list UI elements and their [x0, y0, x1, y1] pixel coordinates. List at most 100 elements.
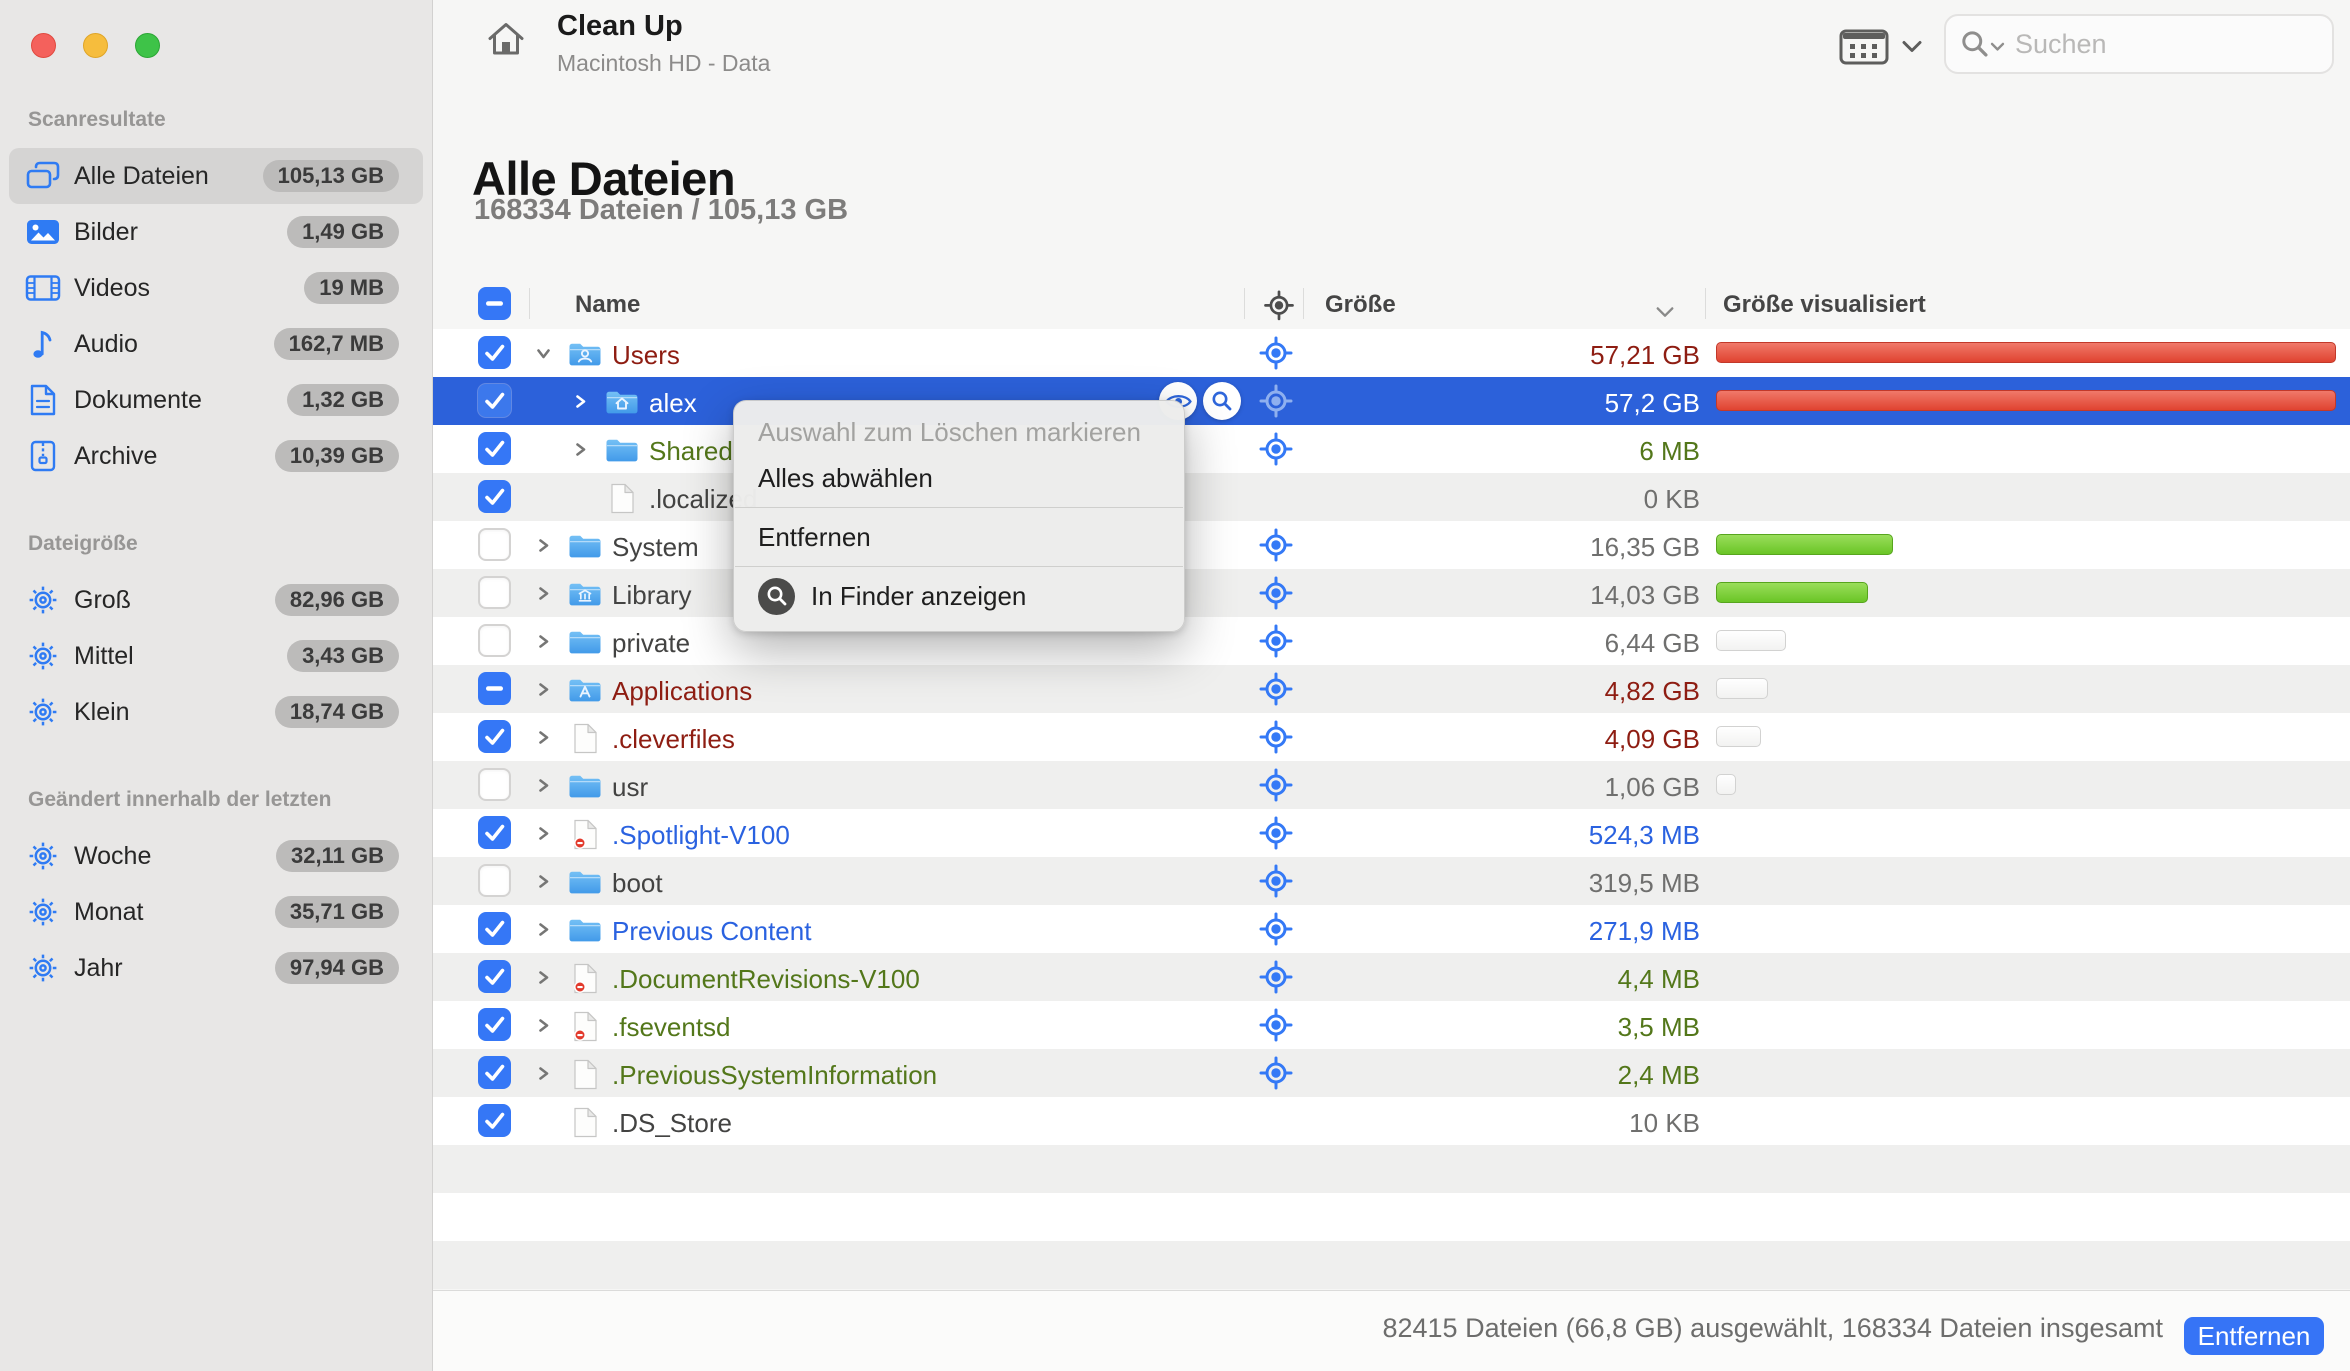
- table-row-shared[interactable]: Shared 6 MB: [433, 425, 2350, 473]
- expand-chevron-icon[interactable]: [535, 1017, 552, 1034]
- close-button[interactable]: [31, 33, 56, 58]
- row-checkbox[interactable]: [478, 1104, 511, 1137]
- sidebar-item-bilder[interactable]: Bilder 1,49 GB: [9, 204, 423, 260]
- menu-item-alles-abwählen[interactable]: Alles abwählen: [734, 455, 1184, 501]
- expand-chevron-icon[interactable]: [535, 777, 552, 794]
- locate-icon[interactable]: [1259, 720, 1293, 754]
- table-row-documentrevisions-v100[interactable]: .DocumentRevisions-V100 4,4 MB: [433, 953, 2350, 1001]
- table-row-library[interactable]: Library 14,03 GB: [433, 569, 2350, 617]
- row-checkbox[interactable]: [478, 576, 511, 609]
- table-row-ds-store[interactable]: .DS_Store 10 KB: [433, 1097, 2350, 1145]
- expand-chevron-icon[interactable]: [535, 345, 552, 362]
- table-row-previous-content[interactable]: Previous Content 271,9 MB: [433, 905, 2350, 953]
- table-row-previoussysteminformation[interactable]: .PreviousSystemInformation 2,4 MB: [433, 1049, 2350, 1097]
- column-header-size[interactable]: Größe: [1325, 291, 1396, 318]
- sidebar-item-groß[interactable]: Groß 82,96 GB: [9, 572, 423, 628]
- sidebar-item-alle-dateien[interactable]: Alle Dateien 105,13 GB: [9, 148, 423, 204]
- expand-chevron-icon[interactable]: [535, 681, 552, 698]
- table-row-spotlight-v100[interactable]: .Spotlight-V100 524,3 MB: [433, 809, 2350, 857]
- expand-chevron-icon[interactable]: [535, 825, 552, 842]
- table-row-system[interactable]: System 16,35 GB: [433, 521, 2350, 569]
- row-checkbox[interactable]: [478, 1008, 511, 1041]
- sidebar-item-mittel[interactable]: Mittel 3,43 GB: [9, 628, 423, 684]
- sort-chevron-icon[interactable]: [1655, 298, 1675, 326]
- row-checkbox[interactable]: [478, 384, 511, 417]
- expand-chevron-icon[interactable]: [535, 873, 552, 890]
- table-row-localized[interactable]: .localized 0 KB: [433, 473, 2350, 521]
- column-header-size-visualized[interactable]: Größe visualisiert: [1723, 291, 1926, 318]
- sidebar-item-videos[interactable]: Videos 19 MB: [9, 260, 423, 316]
- file-icon: [573, 723, 598, 754]
- locate-icon[interactable]: [1259, 864, 1293, 898]
- locate-icon[interactable]: [1259, 960, 1293, 994]
- locate-icon[interactable]: [1259, 624, 1293, 658]
- file-name: .fseventsd: [612, 1012, 731, 1042]
- size-bar: [1716, 774, 1736, 795]
- table-row-fseventsd[interactable]: .fseventsd 3,5 MB: [433, 1001, 2350, 1049]
- sidebar-item-audio[interactable]: Audio 162,7 MB: [9, 316, 423, 372]
- file-size: 524,3 MB: [1588, 820, 1700, 850]
- zoom-button[interactable]: [135, 33, 160, 58]
- locate-icon[interactable]: [1259, 1008, 1293, 1042]
- table-row-usr[interactable]: usr 1,06 GB: [433, 761, 2350, 809]
- expand-chevron-icon[interactable]: [535, 633, 552, 650]
- table-row-cleverfiles[interactable]: .cleverfiles 4,09 GB: [433, 713, 2350, 761]
- row-checkbox[interactable]: [478, 864, 511, 897]
- locate-icon[interactable]: [1259, 432, 1293, 466]
- locate-icon[interactable]: [1259, 336, 1293, 370]
- sidebar-item-dokumente[interactable]: Dokumente 1,32 GB: [9, 372, 423, 428]
- locate-icon[interactable]: [1259, 384, 1293, 418]
- row-checkbox[interactable]: [478, 1056, 511, 1089]
- table-row-alex[interactable]: alex 57,2 GB: [433, 377, 2350, 425]
- expand-chevron-icon[interactable]: [572, 441, 589, 458]
- row-checkbox[interactable]: [478, 960, 511, 993]
- row-checkbox[interactable]: [478, 624, 511, 657]
- locate-icon[interactable]: [1259, 768, 1293, 802]
- locate-column-header-icon[interactable]: [1264, 290, 1295, 327]
- expand-chevron-icon[interactable]: [535, 537, 552, 554]
- table-row-applications[interactable]: Applications 4,82 GB: [433, 665, 2350, 713]
- locate-icon[interactable]: [1259, 672, 1293, 706]
- select-all-checkbox[interactable]: [478, 287, 511, 320]
- expand-chevron-icon[interactable]: [535, 1065, 552, 1082]
- minimize-button[interactable]: [83, 33, 108, 58]
- table-row-private[interactable]: private 6,44 GB: [433, 617, 2350, 665]
- home-icon[interactable]: [483, 16, 529, 67]
- expand-chevron-icon[interactable]: [572, 393, 589, 410]
- column-header-name[interactable]: Name: [575, 291, 641, 318]
- sidebar-item-archive[interactable]: Archive 10,39 GB: [9, 428, 423, 484]
- sidebar-item-monat[interactable]: Monat 35,71 GB: [9, 884, 423, 940]
- row-checkbox[interactable]: [478, 336, 511, 369]
- locate-icon[interactable]: [1259, 1056, 1293, 1090]
- row-checkbox[interactable]: [478, 768, 511, 801]
- row-checkbox[interactable]: [478, 480, 511, 513]
- row-checkbox[interactable]: [478, 720, 511, 753]
- locate-icon[interactable]: [1259, 912, 1293, 946]
- row-checkbox[interactable]: [478, 432, 511, 465]
- sidebar-item-woche[interactable]: Woche 32,11 GB: [9, 828, 423, 884]
- menu-item-entfernen[interactable]: Entfernen: [734, 514, 1184, 560]
- remove-button[interactable]: Entfernen: [2184, 1317, 2324, 1355]
- chevron-down-icon: [1901, 40, 1923, 54]
- sidebar-item-jahr[interactable]: Jahr 97,94 GB: [9, 940, 423, 996]
- table-row-boot[interactable]: boot 319,5 MB: [433, 857, 2350, 905]
- view-options-button[interactable]: [1838, 26, 1923, 68]
- locate-icon[interactable]: [1259, 816, 1293, 850]
- sidebar-item-klein[interactable]: Klein 18,74 GB: [9, 684, 423, 740]
- table-row-users[interactable]: Users 57,21 GB: [433, 329, 2350, 377]
- file-size: 57,21 GB: [1590, 340, 1700, 370]
- row-checkbox[interactable]: [478, 912, 511, 945]
- expand-chevron-icon[interactable]: [535, 921, 552, 938]
- locate-icon[interactable]: [1259, 528, 1293, 562]
- file-size: 6 MB: [1639, 436, 1700, 466]
- row-checkbox[interactable]: [478, 528, 511, 561]
- expand-chevron-icon[interactable]: [535, 969, 552, 986]
- menu-item-in-finder-anzeigen[interactable]: In Finder anzeigen: [734, 573, 1184, 619]
- row-checkbox[interactable]: [478, 816, 511, 849]
- expand-chevron-icon[interactable]: [535, 729, 552, 746]
- search-input[interactable]: [2013, 27, 2267, 61]
- locate-icon[interactable]: [1259, 576, 1293, 610]
- row-checkbox[interactable]: [478, 672, 511, 705]
- expand-chevron-icon[interactable]: [535, 585, 552, 602]
- magnifier-preview-button[interactable]: [1203, 382, 1241, 420]
